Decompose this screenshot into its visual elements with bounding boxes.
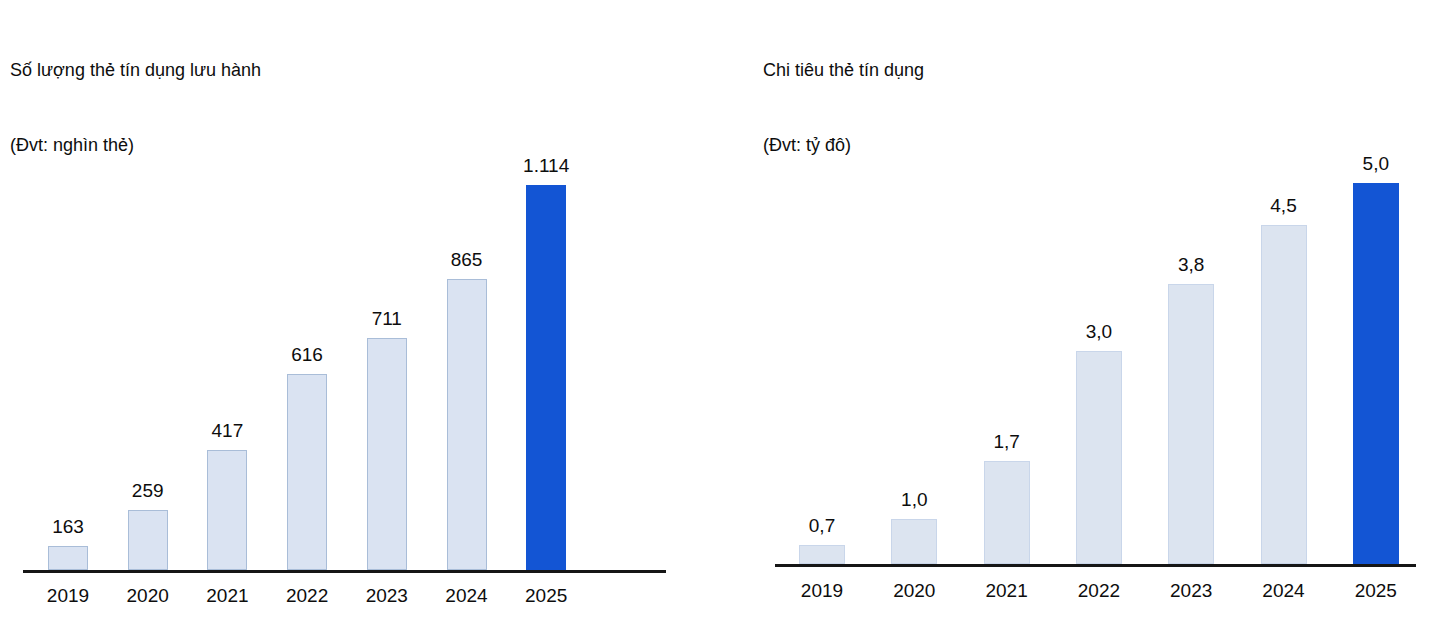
category-label-2025: 2025 (501, 584, 591, 608)
bar-2022 (1076, 351, 1122, 564)
category-label-2021: 2021 (962, 579, 1052, 603)
left-chart-title: Số lượng thẻ tín dụng lưu hành (10, 58, 261, 83)
category-label-2020: 2020 (869, 579, 959, 603)
category-label-2024: 2024 (422, 584, 512, 608)
category-label-2021: 2021 (182, 584, 272, 608)
bar-2022 (287, 374, 327, 570)
category-label-2023: 2023 (1146, 579, 1236, 603)
bar-2021 (207, 450, 247, 570)
bar-2024 (447, 279, 487, 570)
category-label-2022: 2022 (1054, 579, 1144, 603)
value-label-2023: 3,8 (1146, 253, 1236, 277)
category-label-2024: 2024 (1239, 579, 1329, 603)
category-label-2019: 2019 (777, 579, 867, 603)
category-label-2022: 2022 (262, 584, 352, 608)
credit-card-infographic: Số lượng thẻ tín dụng lưu hành (Đvt: ngh… (0, 0, 1429, 629)
value-label-2020: 1,0 (869, 488, 959, 512)
x-axis-line (775, 564, 1416, 567)
bar-2025 (526, 185, 566, 570)
value-label-2020: 259 (103, 479, 193, 503)
left-chart-title-block: Số lượng thẻ tín dụng lưu hành (Đvt: ngh… (10, 8, 261, 208)
bar-2020 (128, 510, 168, 570)
x-axis-line (23, 570, 666, 573)
bar-2023 (1168, 284, 1214, 564)
value-label-2021: 417 (182, 419, 272, 443)
right-chart-title-block: Chi tiêu thẻ tín dụng (Đvt: tỷ đô) (763, 8, 924, 208)
right-chart-subtitle: (Đvt: tỷ đô) (763, 133, 924, 158)
value-label-2019: 0,7 (777, 514, 867, 538)
right-chart-title: Chi tiêu thẻ tín dụng (763, 58, 924, 83)
bar-2025 (1353, 183, 1399, 564)
bar-2024 (1261, 225, 1307, 564)
bar-2021 (984, 461, 1030, 564)
value-label-2021: 1,7 (962, 430, 1052, 454)
category-label-2019: 2019 (23, 584, 113, 608)
value-label-2025: 5,0 (1331, 152, 1421, 176)
bar-2023 (367, 338, 407, 570)
category-label-2025: 2025 (1331, 579, 1421, 603)
value-label-2024: 865 (422, 248, 512, 272)
bar-2020 (891, 519, 937, 564)
bar-2019 (48, 546, 88, 570)
value-label-2022: 3,0 (1054, 320, 1144, 344)
category-label-2020: 2020 (103, 584, 193, 608)
left-chart-subtitle: (Đvt: nghìn thẻ) (10, 133, 261, 158)
category-label-2023: 2023 (342, 584, 432, 608)
value-label-2019: 163 (23, 515, 113, 539)
value-label-2023: 711 (342, 307, 432, 331)
bar-2019 (799, 545, 845, 564)
value-label-2025: 1.114 (501, 154, 591, 178)
value-label-2024: 4,5 (1239, 194, 1329, 218)
value-label-2022: 616 (262, 343, 352, 367)
